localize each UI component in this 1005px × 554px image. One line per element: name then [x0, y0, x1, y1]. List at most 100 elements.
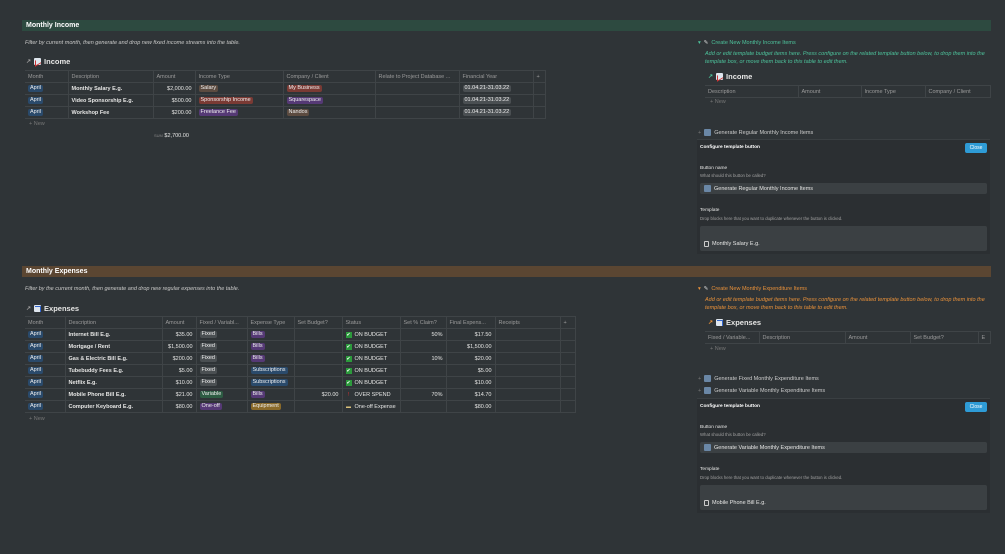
generate-variable-button[interactable]: + Generate Variable Monthly Expenditure I… [698, 387, 826, 394]
tag-cell[interactable]: Bills [247, 328, 295, 341]
budget-cell[interactable] [294, 328, 343, 341]
status-cell[interactable]: ▬ One-off Expense [342, 400, 401, 413]
template-item[interactable]: Mobile Phone Bill E.g. [712, 500, 766, 506]
budget-cell[interactable] [294, 376, 343, 389]
table-row[interactable]: April Workshop Fee $200.00 Freelance Fee Nan… [25, 106, 546, 119]
tag-cell[interactable]: My Business [283, 82, 376, 95]
status-cell[interactable]: ✔ ON BUDGET [342, 328, 401, 341]
relation-cell[interactable] [375, 82, 460, 95]
amount-cell[interactable]: $500.00 [153, 94, 196, 107]
description-cell[interactable]: Netflix E.g. [65, 376, 163, 389]
template-dropzone[interactable]: Mobile Phone Bill E.g. [700, 485, 987, 510]
claim-cell[interactable]: 10% [400, 352, 447, 365]
final-expense-cell[interactable]: $5.00 [446, 364, 496, 377]
close-button[interactable]: Close [965, 143, 987, 153]
status-cell[interactable]: ✔ ON BUDGET [342, 352, 401, 365]
column-header[interactable]: E [978, 331, 991, 344]
final-expense-cell[interactable]: $20.00 [446, 352, 496, 365]
column-header[interactable]: + [560, 316, 576, 329]
table-row[interactable]: April Gas & Electric Bill E.g. $200.00 Fixe… [25, 352, 576, 365]
description-cell[interactable]: Monthly Salary E.g. [68, 82, 154, 95]
income-template-db-title[interactable]: ↗ Income [708, 72, 752, 81]
table-row[interactable]: April Monthly Salary E.g. $2,000.00 Salary M… [25, 82, 546, 95]
tag-cell[interactable]: Bills [247, 388, 295, 401]
tag-cell[interactable]: April [25, 376, 66, 389]
description-cell[interactable]: Workshop Fee [68, 106, 154, 119]
description-cell[interactable]: Mobile Phone Bill E.g. [65, 388, 163, 401]
tag-cell[interactable]: Subscriptions [247, 364, 295, 377]
column-header[interactable]: Receipts [495, 316, 561, 329]
status-cell[interactable]: ✔ ON BUDGET [342, 376, 401, 389]
template-item[interactable]: Monthly Salary E.g. [712, 241, 760, 247]
column-header[interactable]: Amount [162, 316, 197, 329]
budget-cell[interactable] [294, 400, 343, 413]
column-header[interactable]: Final Expens... [446, 316, 496, 329]
final-expense-cell[interactable]: $17.50 [446, 328, 496, 341]
description-cell[interactable]: Computer Keyboard E.g. [65, 400, 163, 413]
tag-cell[interactable]: April [25, 364, 66, 377]
expense-db-title[interactable]: ↗ Expenses [26, 304, 79, 313]
tag-cell[interactable]: Nandos [283, 106, 376, 119]
button-name-input[interactable]: Generate Variable Monthly Expenditure It… [700, 442, 987, 453]
column-header[interactable]: Relate to Project Database ... [375, 70, 460, 83]
tag-cell[interactable]: April [25, 400, 66, 413]
income-template-new[interactable]: + New [710, 99, 726, 105]
table-row[interactable]: April Netflix E.g. $10.00 Fixed Subscription… [25, 376, 576, 389]
column-header[interactable]: Income Type [195, 70, 284, 83]
description-cell[interactable]: Mortgage / Rent [65, 340, 163, 353]
tag-cell[interactable]: April [25, 328, 66, 341]
tag-cell[interactable]: 01.04.21-31.03.22 [459, 106, 534, 119]
final-expense-cell[interactable]: $10.00 [446, 376, 496, 389]
budget-cell[interactable] [294, 364, 343, 377]
tag-cell[interactable]: Fixed [196, 376, 248, 389]
table-row[interactable]: April Tubebuddy Fees E.g. $5.00 Fixed Subscr… [25, 364, 576, 377]
column-header[interactable]: Amount [798, 85, 862, 98]
tag-cell[interactable]: 01.04.21-31.03.22 [459, 82, 534, 95]
amount-cell[interactable]: $35.00 [162, 328, 197, 341]
table-row[interactable]: April Computer Keyboard E.g. $80.00 One-off… [25, 400, 576, 413]
generate-fixed-button[interactable]: + Generate Fixed Monthly Expenditure Item… [698, 375, 819, 382]
final-expense-cell[interactable]: $1,500.00 [446, 340, 496, 353]
column-header[interactable]: Set Budget? [294, 316, 343, 329]
tag-cell[interactable]: April [25, 352, 66, 365]
income-db-title[interactable]: ↗ Income [26, 57, 70, 66]
tag-cell[interactable]: 01.04.21-31.03.22 [459, 94, 534, 107]
tag-cell[interactable]: Bills [247, 352, 295, 365]
tag-cell[interactable]: Fixed [196, 364, 248, 377]
amount-cell[interactable]: $21.00 [162, 388, 197, 401]
tag-cell[interactable]: Fixed [196, 340, 248, 353]
table-row[interactable]: April Mobile Phone Bill E.g. $21.00 Variabl… [25, 388, 576, 401]
description-cell[interactable]: Internet Bill E.g. [65, 328, 163, 341]
column-header[interactable]: Company / Client [283, 70, 376, 83]
relation-cell[interactable] [375, 106, 460, 119]
tag-cell[interactable]: Squarespace [283, 94, 376, 107]
relation-cell[interactable] [375, 94, 460, 107]
generate-income-button[interactable]: + Generate Regular Monthly Income Items [698, 129, 814, 136]
receipts-cell[interactable] [495, 328, 561, 341]
column-header[interactable]: Set % Claim? [400, 316, 447, 329]
tag-cell[interactable]: April [25, 106, 69, 119]
status-cell[interactable]: ✔ ON BUDGET [342, 364, 401, 377]
receipts-cell[interactable] [495, 340, 561, 353]
receipts-cell[interactable] [495, 364, 561, 377]
tag-cell[interactable]: April [25, 340, 66, 353]
description-cell[interactable]: Gas & Electric Bill E.g. [65, 352, 163, 365]
tag-cell[interactable]: Fixed [196, 328, 248, 341]
tag-cell[interactable]: One-off [196, 400, 248, 413]
budget-cell[interactable] [294, 352, 343, 365]
budget-cell[interactable]: $20.00 [294, 388, 343, 401]
column-header[interactable]: + [533, 70, 546, 83]
tag-cell[interactable]: April [25, 94, 69, 107]
column-header[interactable]: Income Type [861, 85, 926, 98]
amount-cell[interactable]: $5.00 [162, 364, 197, 377]
column-header[interactable]: Description [68, 70, 154, 83]
claim-cell[interactable]: 70% [400, 388, 447, 401]
button-name-input[interactable]: Generate Regular Monthly Income Items [700, 183, 987, 194]
budget-cell[interactable] [294, 340, 343, 353]
tag-cell[interactable]: Subscriptions [247, 376, 295, 389]
description-cell[interactable]: Video Sponsorship E.g. [68, 94, 154, 107]
column-header[interactable]: Amount [845, 331, 911, 344]
table-row[interactable]: April Mortgage / Rent $1,500.00 Fixed Bills ✔… [25, 340, 576, 353]
receipts-cell[interactable] [495, 376, 561, 389]
tag-cell[interactable]: April [25, 388, 66, 401]
